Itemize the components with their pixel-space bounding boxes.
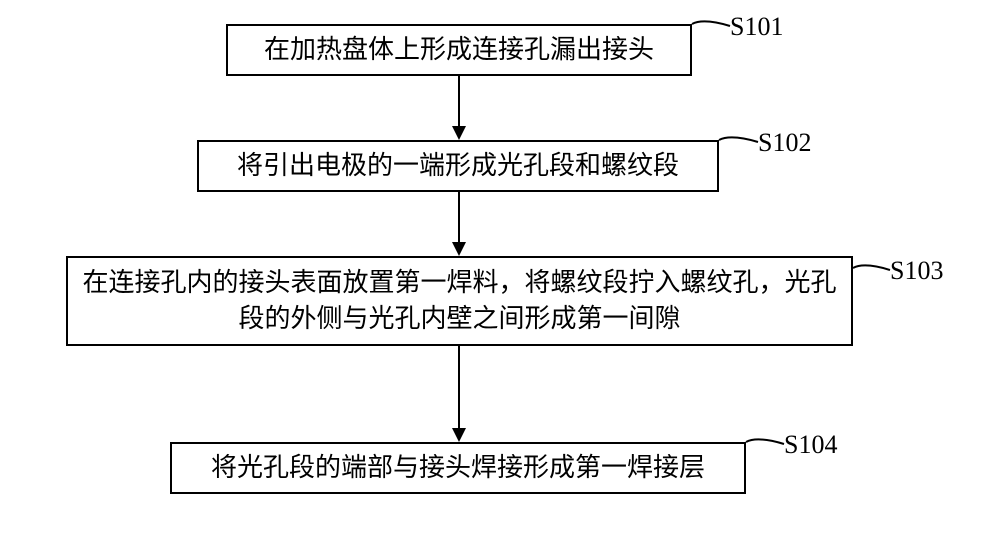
step-label-s103: S103 (890, 256, 943, 286)
step-text: 将引出电极的一端形成光孔段和螺纹段 (237, 148, 679, 184)
flowchart-canvas: 在加热盘体上形成连接孔漏出接头 将引出电极的一端形成光孔段和螺纹段 在连接孔内的… (0, 0, 1000, 537)
leader-line-icon (715, 124, 762, 144)
leader-line-icon (688, 8, 734, 28)
step-text: 在连接孔内的接头表面放置第一焊料，将螺纹段拧入螺纹孔，光孔段的外侧与光孔内壁之间… (82, 265, 837, 338)
step-label-s101: S101 (730, 12, 783, 42)
step-text: 将光孔段的端部与接头焊接形成第一焊接层 (211, 450, 705, 486)
leader-line-icon (742, 426, 788, 446)
leader-line-icon (849, 252, 894, 272)
step-text: 在加热盘体上形成连接孔漏出接头 (264, 32, 654, 68)
step-box-s104: 将光孔段的端部与接头焊接形成第一焊接层 (170, 442, 746, 494)
step-box-s102: 将引出电极的一端形成光孔段和螺纹段 (197, 140, 719, 192)
arrow-down-icon (448, 192, 470, 256)
step-label-s102: S102 (758, 128, 811, 158)
step-box-s103: 在连接孔内的接头表面放置第一焊料，将螺纹段拧入螺纹孔，光孔段的外侧与光孔内壁之间… (66, 256, 853, 346)
step-label-s104: S104 (784, 430, 837, 460)
step-box-s101: 在加热盘体上形成连接孔漏出接头 (226, 24, 692, 76)
arrow-down-icon (448, 76, 470, 140)
arrow-down-icon (448, 346, 470, 442)
